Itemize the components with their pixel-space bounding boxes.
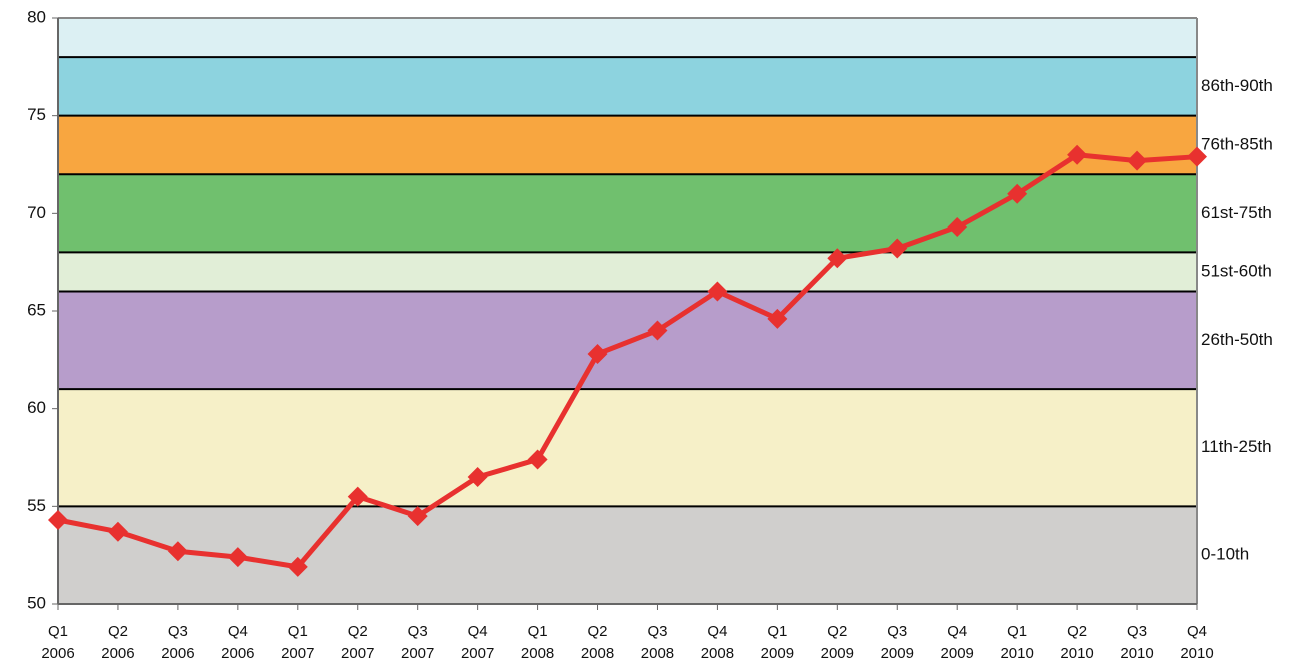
x-tick-label: Q2 2007 bbox=[341, 623, 374, 662]
x-tick-label: Q4 2007 bbox=[461, 623, 494, 662]
marker bbox=[767, 308, 788, 329]
marker bbox=[167, 541, 188, 562]
x-tick-label: Q2 2010 bbox=[1060, 623, 1093, 662]
band-label: 76th-85th bbox=[1201, 134, 1273, 153]
marker bbox=[407, 506, 428, 527]
marker bbox=[107, 521, 128, 542]
marker bbox=[287, 556, 308, 577]
line bbox=[57, 152, 1198, 570]
marker bbox=[707, 281, 728, 302]
y-tick-label: 60 bbox=[27, 398, 46, 417]
x-tick-label: Q4 2008 bbox=[701, 623, 734, 662]
marker bbox=[48, 510, 68, 531]
marker bbox=[647, 320, 668, 341]
x-tick-label: Q1 2006 bbox=[41, 623, 74, 662]
x-tick-label: Q3 2007 bbox=[401, 623, 434, 662]
x-tick-label: Q1 2010 bbox=[1000, 623, 1033, 662]
x-tick-label: Q1 2007 bbox=[281, 623, 314, 662]
x-tick-label: Q2 2006 bbox=[101, 623, 134, 662]
marker bbox=[227, 547, 248, 568]
y-tick-label: 75 bbox=[27, 105, 46, 124]
marker bbox=[467, 467, 488, 488]
x-tick-label: Q4 2006 bbox=[221, 623, 254, 662]
marker bbox=[947, 217, 968, 238]
x-tick-label: Q4 2010 bbox=[1180, 623, 1213, 662]
marker bbox=[587, 343, 608, 364]
band bbox=[58, 506, 1197, 604]
band bbox=[58, 18, 1197, 58]
y-tick-label: 65 bbox=[27, 300, 46, 319]
x-tick-label: Q1 2008 bbox=[521, 623, 554, 662]
band-label: 0-10th bbox=[1201, 545, 1249, 564]
x-tick-label: Q3 2009 bbox=[881, 623, 914, 662]
y-tick-label: 70 bbox=[27, 203, 46, 222]
marker bbox=[1127, 150, 1148, 171]
band bbox=[58, 115, 1197, 175]
band bbox=[58, 57, 1197, 116]
x-tick-label: Q2 2009 bbox=[821, 623, 854, 662]
band-label: 61st-75th bbox=[1201, 203, 1272, 222]
band-label: 11th-25th bbox=[1201, 437, 1272, 456]
x-tick-label: Q2 2008 bbox=[581, 623, 614, 662]
band bbox=[58, 174, 1197, 253]
band-label: 51st-60th bbox=[1201, 261, 1272, 280]
marker bbox=[1007, 183, 1028, 204]
x-tick-label: Q1 2009 bbox=[761, 623, 794, 662]
marker bbox=[1187, 146, 1207, 167]
marker bbox=[887, 238, 908, 259]
marker bbox=[1067, 144, 1088, 165]
x-tick-label: Q3 2006 bbox=[161, 623, 194, 662]
band-label: 26th-50th bbox=[1201, 330, 1273, 349]
band-label: 86th-90th bbox=[1201, 76, 1273, 95]
y-tick-label: 50 bbox=[27, 593, 46, 612]
x-tick-label: Q4 2009 bbox=[941, 623, 974, 662]
marker bbox=[347, 486, 368, 507]
marker bbox=[527, 449, 548, 470]
band bbox=[58, 252, 1197, 292]
y-tick-label: 55 bbox=[27, 496, 46, 515]
band bbox=[58, 389, 1197, 507]
x-tick-label: Q3 2008 bbox=[641, 623, 674, 662]
marker bbox=[827, 248, 848, 269]
y-tick-label: 80 bbox=[27, 7, 46, 26]
x-tick-label: Q3 2010 bbox=[1120, 623, 1153, 662]
